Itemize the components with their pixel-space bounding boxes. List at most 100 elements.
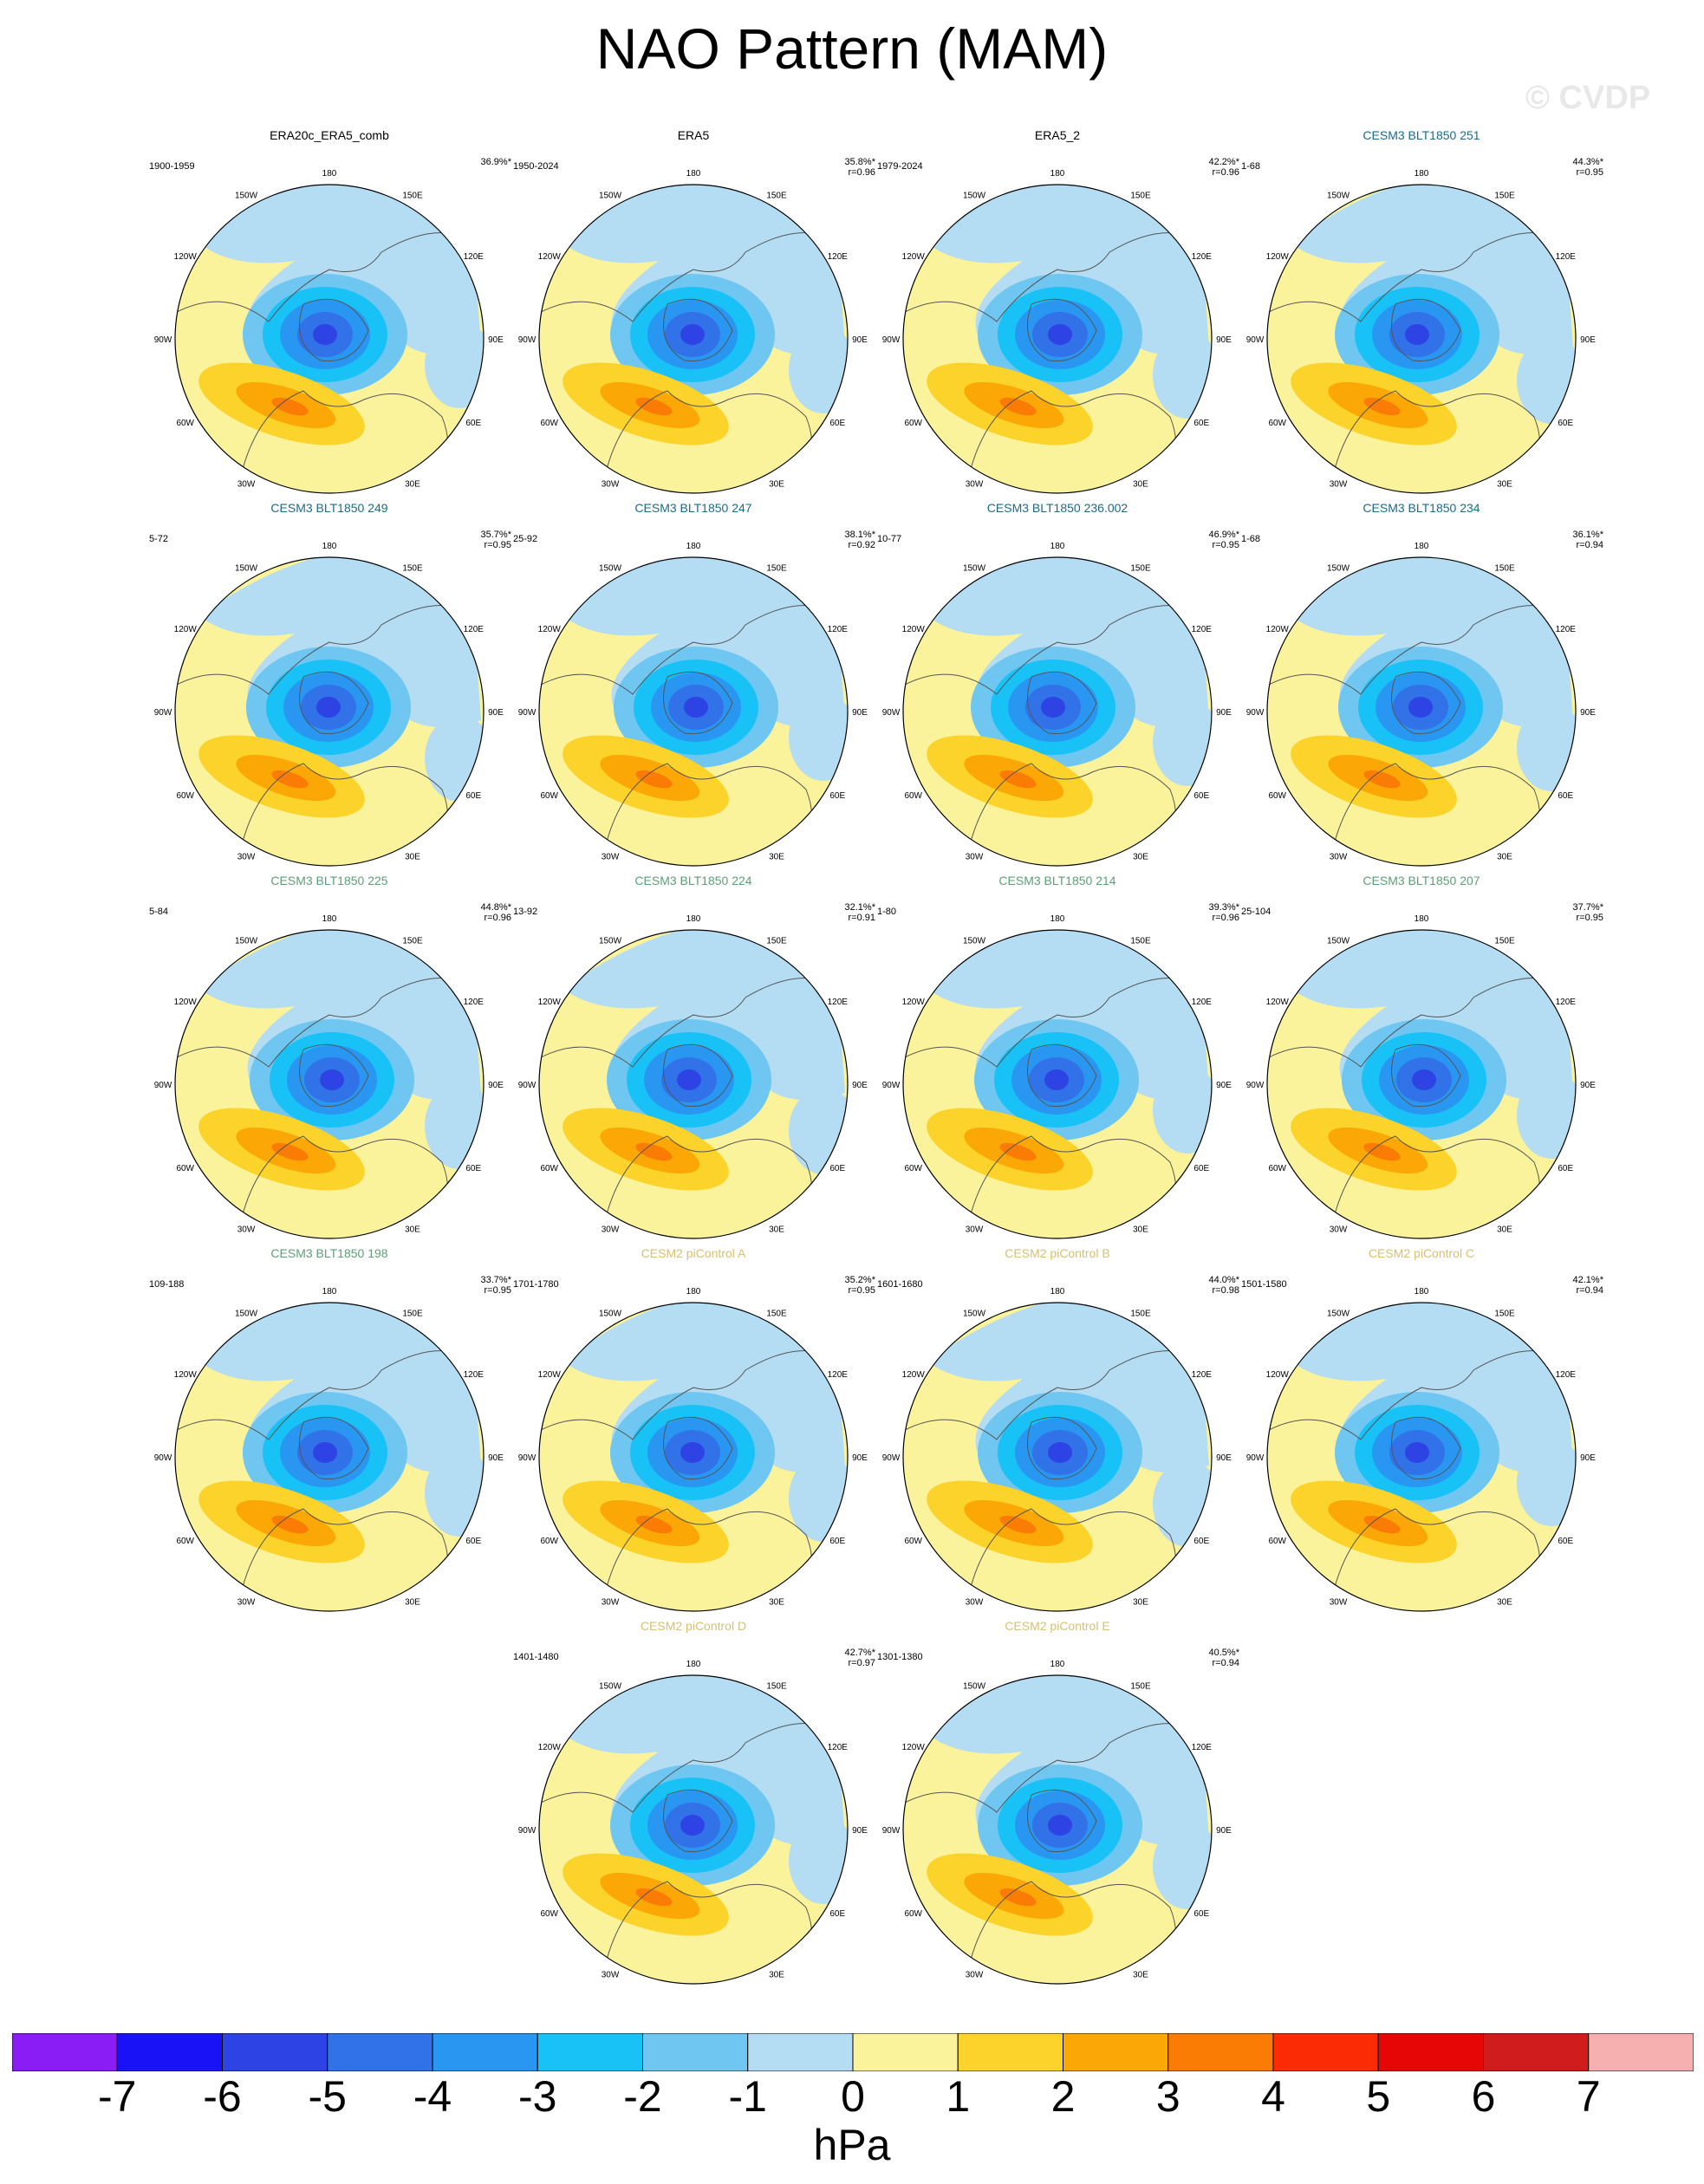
lon-label: 90E	[1580, 1081, 1596, 1090]
lon-label: 120W	[902, 998, 926, 1007]
colorbar-swatch	[537, 2033, 643, 2071]
lon-label: 90E	[488, 335, 504, 345]
lon-label: 120E	[1556, 1370, 1577, 1380]
lon-label: 30E	[769, 852, 784, 861]
lon-label: 60W	[176, 419, 194, 428]
lon-label: 30W	[602, 1970, 620, 1979]
lon-label: 180	[322, 914, 337, 924]
panel-title: CESM2 piControl A	[641, 1246, 746, 1260]
variance-pct: 33.7%*	[480, 1275, 511, 1285]
lon-label: 120E	[828, 1370, 849, 1380]
polar-map: 180150E120E90E60E30E030W60W90W120W150W	[882, 169, 1232, 494]
lon-label: 180	[1050, 169, 1065, 179]
lon-label: 180	[686, 914, 701, 924]
polar-map: 180150E120E90E60E30E030W60W90W120W150W	[1246, 542, 1596, 867]
lon-label: 180	[686, 542, 701, 551]
lon-label: 150E	[1494, 1310, 1515, 1319]
lon-label: 180	[1050, 1660, 1065, 1669]
lon-label: 30W	[966, 1225, 984, 1234]
map-boundary	[902, 184, 1213, 494]
lon-label: 120W	[174, 998, 198, 1007]
lon-label: 90W	[518, 1081, 537, 1090]
lon-label: 60W	[904, 1909, 922, 1919]
lon-label: 150W	[1327, 564, 1350, 574]
pattern-correlation: r=0.96	[1212, 167, 1240, 178]
map-boundary	[538, 1302, 849, 1612]
lon-label: 90E	[852, 708, 868, 718]
panel-years: 1979-2024	[877, 161, 923, 172]
lon-label: 60W	[1268, 791, 1286, 801]
polar-map: 180150E120E90E60E30E030W60W90W120W150W	[154, 169, 504, 494]
polar-map: 180150E120E90E60E30E030W60W90W120W150W	[1246, 1287, 1596, 1612]
lon-label: 60E	[1193, 1537, 1209, 1546]
variance-pct: 35.2%*	[844, 1275, 875, 1285]
lon-label: 90W	[882, 1826, 901, 1836]
colorbar-swatch	[642, 2033, 749, 2071]
lon-label: 180	[1415, 542, 1429, 551]
lon-label: 30E	[1133, 1597, 1148, 1607]
panel-years: 5-84	[149, 907, 169, 917]
lon-label: 120W	[902, 252, 926, 262]
panel-title: CESM3 BLT1850 249	[270, 501, 388, 515]
variance-pct: 37.7%*	[1572, 902, 1603, 913]
lon-label: 90W	[154, 335, 172, 345]
map-panel: 180150E120E90E60E30E030W60W90W120W150WCE…	[1239, 1246, 1603, 1619]
lon-label: 30E	[1497, 1597, 1512, 1607]
variance-pct: 36.9%*	[480, 157, 511, 167]
lon-label: 150W	[1327, 192, 1350, 201]
panel-title: ERA5_2	[1034, 128, 1081, 142]
lon-label: 120E	[1192, 1743, 1213, 1752]
colorbar-swatch	[747, 2033, 854, 2071]
lon-label: 120W	[1266, 1370, 1290, 1380]
lon-label: 120W	[538, 252, 562, 262]
lon-label: 150W	[599, 564, 622, 574]
map-panel: 180150E120E90E60E30E030W60W90W120W150WCE…	[511, 874, 875, 1246]
polar-map: 180150E120E90E60E30E030W60W90W120W150W	[154, 542, 504, 867]
lon-label: 120E	[828, 998, 849, 1007]
map-field	[539, 185, 848, 493]
lon-label: 150W	[963, 192, 986, 201]
lon-label: 180	[1050, 914, 1065, 924]
map-field	[539, 557, 848, 866]
lon-label: 60E	[1558, 1164, 1573, 1173]
lon-label: 150E	[1130, 564, 1151, 574]
lon-label: 180	[1415, 1287, 1429, 1297]
lon-label: 30E	[1133, 1225, 1148, 1234]
pattern-correlation: r=0.95	[1212, 540, 1240, 550]
colorbar-swatch	[1588, 2033, 1694, 2071]
map-panel: 180150E120E90E60E30E030W60W90W120W150WCE…	[511, 1619, 875, 1992]
colorbar-tick-label: 5	[1366, 2072, 1391, 2121]
colorbar-swatch	[957, 2033, 1063, 2071]
lon-label: 30W	[966, 1597, 984, 1607]
lon-label: 60E	[465, 419, 481, 428]
pattern-correlation: r=0.91	[848, 913, 876, 923]
panel-title: CESM3 BLT1850 224	[634, 874, 752, 887]
map-field	[903, 1303, 1212, 1611]
lon-label: 120W	[902, 625, 926, 634]
map-panel: 180150E120E90E60E30E030W60W90W120W150W CE…	[147, 501, 511, 874]
lon-label: 30W	[237, 479, 256, 489]
lon-label: 150E	[766, 1310, 787, 1319]
lon-label: 60E	[1193, 791, 1209, 801]
map-boundary	[174, 929, 485, 1239]
lon-label: 150W	[599, 1310, 622, 1319]
variance-pct: 32.1%*	[844, 902, 875, 913]
panel-stats: 46.9%* r=0.95	[1170, 530, 1239, 550]
variance-pct: 40.5%*	[1208, 1648, 1239, 1658]
lon-label: 180	[686, 1660, 701, 1669]
colorbar-tick-label: 7	[1576, 2072, 1601, 2121]
pattern-correlation: r=0.98	[1212, 1285, 1240, 1296]
page-title: NAO Pattern (MAM)	[595, 16, 1109, 81]
lon-label: 60E	[829, 1537, 845, 1546]
map-field	[175, 930, 484, 1238]
lon-label: 120E	[464, 625, 485, 634]
map-field	[175, 1303, 484, 1611]
lon-label: 150W	[599, 192, 622, 201]
variance-pct: 44.8%*	[480, 902, 511, 913]
lon-label: 90W	[1246, 1453, 1265, 1463]
pattern-correlation: r=0.95	[484, 1285, 512, 1296]
panel-stats: 44.3%* r=0.95	[1534, 157, 1603, 178]
panel-stats: 35.7%* r=0.95	[442, 530, 511, 550]
map-field	[175, 557, 484, 866]
colorbar-swatch	[116, 2033, 223, 2071]
